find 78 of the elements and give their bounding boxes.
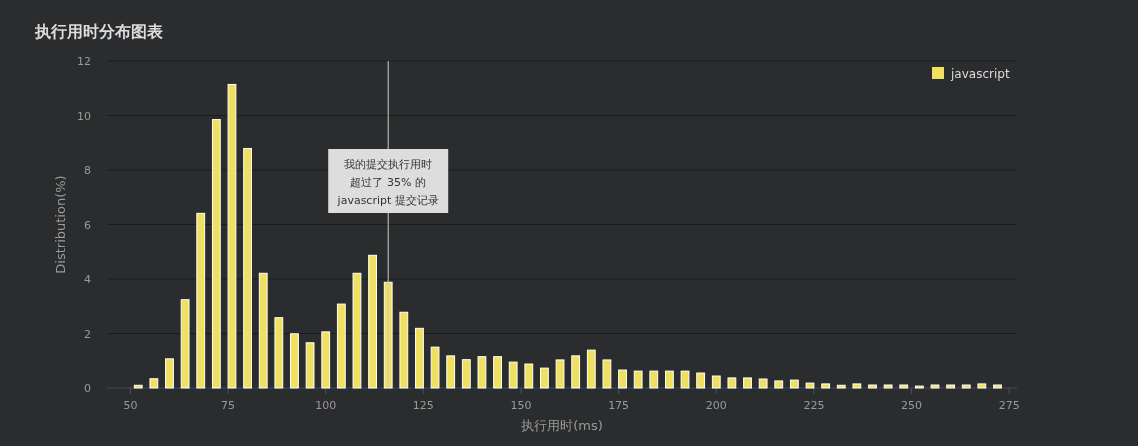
bar — [461, 359, 471, 389]
bar — [493, 356, 502, 389]
annotation: 超过了 35% 的 — [350, 176, 426, 189]
bar — [227, 83, 237, 389]
bar — [305, 342, 315, 389]
bar — [180, 299, 190, 389]
x-axis-title: 执行用时(ms) — [521, 418, 603, 433]
bar — [805, 382, 815, 389]
x-tick-label: 250 — [901, 399, 923, 412]
bar — [758, 378, 768, 389]
bar — [211, 119, 221, 389]
bar — [946, 384, 956, 389]
bar — [868, 384, 877, 389]
bar — [196, 212, 206, 389]
bar — [446, 355, 456, 389]
bar — [274, 317, 284, 389]
bar — [836, 384, 846, 389]
annotation: javascript 提交记录 — [336, 194, 439, 207]
x-tick-label: 50 — [123, 399, 138, 412]
bar — [415, 327, 424, 389]
x-tick-label: 200 — [705, 399, 727, 412]
bar — [696, 372, 706, 389]
y-tick-label: 8 — [84, 164, 91, 177]
x-tick-label: 75 — [221, 399, 236, 412]
bar — [602, 359, 612, 389]
bar — [586, 349, 596, 389]
legend-label: javascript — [950, 67, 1010, 81]
bar — [852, 383, 862, 389]
bar — [243, 147, 253, 389]
bar — [290, 333, 299, 389]
bar — [899, 384, 909, 389]
bar — [352, 272, 362, 389]
bar — [743, 377, 752, 389]
y-tick-label: 10 — [77, 109, 91, 123]
chart-title: 执行用时分布图表 — [34, 22, 164, 41]
bar — [774, 380, 784, 389]
bar — [665, 370, 674, 389]
bar — [336, 303, 346, 389]
y-tick-label: 6 — [84, 218, 91, 232]
bar — [680, 370, 690, 389]
bar — [977, 383, 987, 389]
x-tick-label: 100 — [315, 399, 337, 412]
bar — [555, 359, 565, 389]
bar — [399, 311, 409, 389]
x-tick-label: 225 — [803, 399, 825, 412]
bar — [961, 384, 971, 389]
bar — [430, 346, 440, 389]
x-tick-label: 150 — [510, 399, 532, 412]
bar — [149, 378, 159, 389]
y-axis-title: Distribution(%) — [53, 175, 68, 274]
bar — [524, 363, 534, 389]
y-tick-label: 2 — [84, 327, 91, 341]
bar — [368, 254, 377, 389]
y-tick-label: 12 — [77, 55, 91, 68]
bar — [165, 358, 174, 389]
bar — [930, 384, 940, 389]
x-tick-label: 275 — [998, 399, 1020, 412]
bar — [258, 272, 268, 389]
bar — [789, 379, 799, 389]
bar — [993, 384, 1002, 389]
y-tick-label: 4 — [84, 273, 91, 286]
x-tick-label: 125 — [412, 399, 434, 412]
bar — [649, 370, 659, 389]
x-tick-label: 175 — [608, 399, 630, 412]
bar — [571, 355, 581, 389]
bar — [477, 356, 487, 389]
bar — [727, 377, 737, 389]
bar — [883, 384, 893, 389]
bar — [321, 331, 331, 389]
annotation: 我的提交执行用时 — [344, 158, 433, 171]
bar — [821, 383, 831, 389]
y-tick-label: 0 — [84, 382, 91, 395]
bar — [711, 375, 721, 389]
bar — [508, 361, 518, 389]
bar — [618, 369, 627, 389]
bar — [133, 384, 143, 389]
bar — [633, 370, 643, 389]
bar — [540, 367, 549, 389]
